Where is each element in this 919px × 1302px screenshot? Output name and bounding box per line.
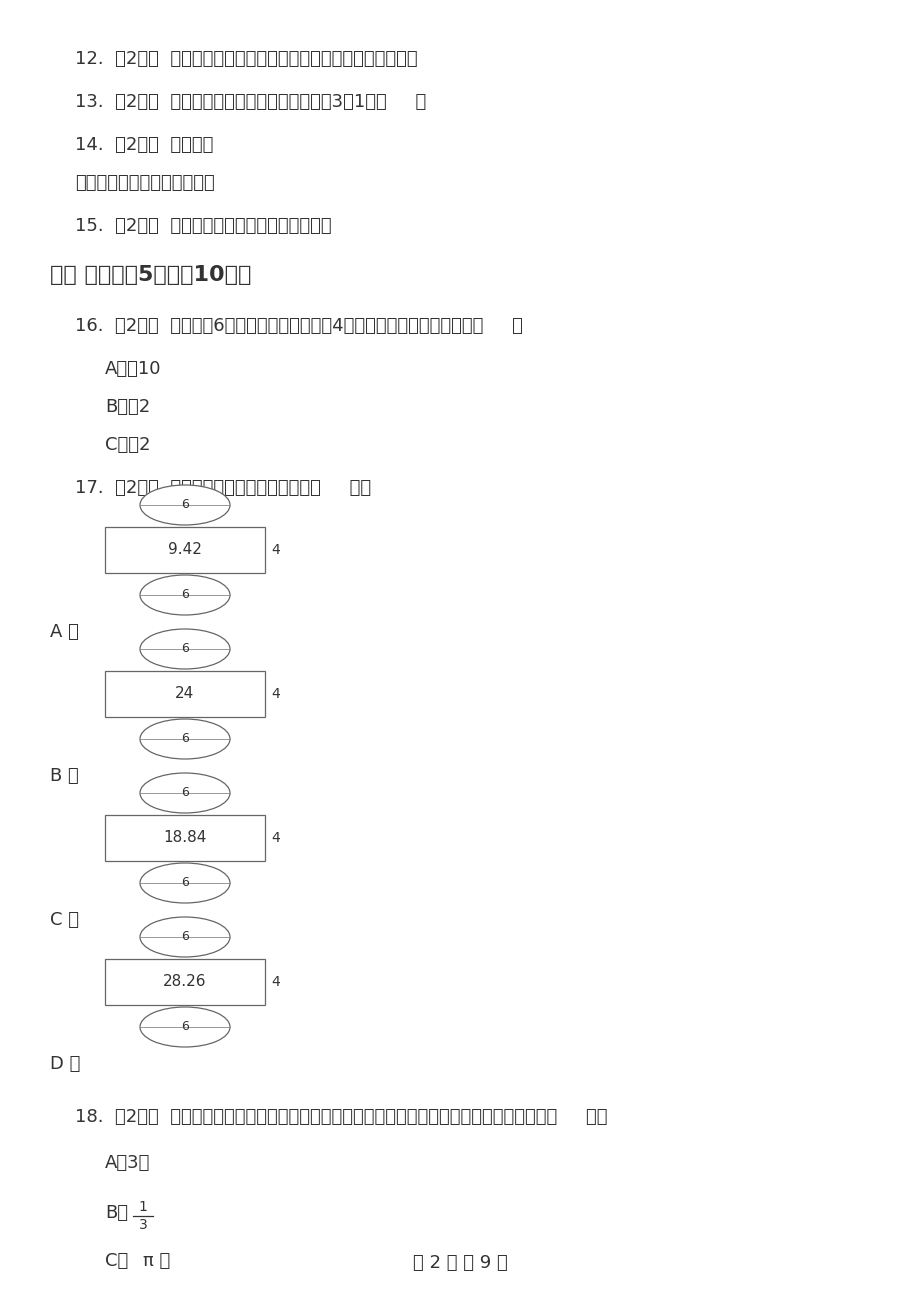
Ellipse shape [140, 1006, 230, 1047]
Text: 3: 3 [139, 1217, 147, 1232]
Text: D ．: D ． [50, 1055, 80, 1073]
Ellipse shape [140, 917, 230, 957]
Text: 6: 6 [181, 786, 188, 799]
Text: A．－10: A．－10 [105, 359, 162, 378]
Text: B ．: B ． [50, 767, 79, 785]
Text: B．: B． [105, 1204, 128, 1223]
Text: C．＋2: C．＋2 [105, 436, 151, 454]
Text: 第 2 页 共 9 页: 第 2 页 共 9 页 [413, 1254, 506, 1272]
Text: 6: 6 [181, 876, 188, 889]
Text: A ．: A ． [50, 622, 79, 641]
Text: 4: 4 [271, 831, 279, 845]
Text: C．: C． [105, 1253, 128, 1269]
Text: 17.  （2分）  下面各图是圆柱的展开图的是（     ）。: 17. （2分） 下面各图是圆柱的展开图的是（ ）。 [75, 479, 370, 497]
Text: C ．: C ． [50, 911, 79, 930]
Text: 4: 4 [271, 687, 279, 700]
Text: 6: 6 [181, 642, 188, 655]
Text: 一个数与它的倒数成反比例。: 一个数与它的倒数成反比例。 [75, 174, 214, 191]
Text: A．3倍: A．3倍 [105, 1154, 150, 1172]
Ellipse shape [140, 773, 230, 812]
Text: 24: 24 [176, 686, 195, 702]
Ellipse shape [140, 575, 230, 615]
FancyBboxPatch shape [105, 671, 265, 717]
Text: 28.26: 28.26 [163, 974, 207, 990]
FancyBboxPatch shape [105, 815, 265, 861]
Text: 6: 6 [181, 499, 188, 512]
Ellipse shape [140, 863, 230, 904]
Text: 16.  （2分）  数轴上－6的点在数轴上向右平移4个单位，则该点表示的数是（     ）: 16. （2分） 数轴上－6的点在数轴上向右平移4个单位，则该点表示的数是（ ） [75, 316, 522, 335]
Text: 9.42: 9.42 [168, 543, 201, 557]
Text: 4: 4 [271, 975, 279, 990]
FancyBboxPatch shape [105, 960, 265, 1005]
Text: 6: 6 [181, 589, 188, 602]
Text: 6: 6 [181, 931, 188, 944]
Text: 6: 6 [181, 1021, 188, 1034]
Ellipse shape [140, 486, 230, 525]
Text: 6: 6 [181, 733, 188, 746]
Text: 14.  （2分）  判断对错: 14. （2分） 判断对错 [75, 135, 213, 154]
Text: B．－2: B．－2 [105, 398, 150, 417]
Ellipse shape [140, 719, 230, 759]
Text: π 倍: π 倍 [142, 1253, 170, 1269]
Text: 13.  （2分）  等底等高的圆柱与圆锥的体积比是3：1。（     ）: 13. （2分） 等底等高的圆柱与圆锥的体积比是3：1。（ ） [75, 92, 425, 111]
Text: 4: 4 [271, 543, 279, 557]
Text: 18.  （2分）  一个圆锥和一个圆柱的高相等，若要使体积一样，圆锥底面积应是圆柱底面积的（     ）。: 18. （2分） 一个圆锥和一个圆柱的高相等，若要使体积一样，圆锥底面积应是圆柱… [75, 1108, 607, 1126]
FancyBboxPatch shape [105, 527, 265, 573]
Text: 15.  （2分）  圆柱占据空间比围成它的面要小。: 15. （2分） 圆柱占据空间比围成它的面要小。 [75, 217, 331, 234]
Text: 18.84: 18.84 [164, 831, 207, 845]
Text: 12.  （2分）  梯形的面积一定时，上底和下底的和与高成反比例。: 12. （2分） 梯形的面积一定时，上底和下底的和与高成反比例。 [75, 49, 417, 68]
Text: 三、 选择（共5题；共10分）: 三、 选择（共5题；共10分） [50, 266, 251, 285]
Ellipse shape [140, 629, 230, 669]
Text: 1: 1 [139, 1200, 147, 1213]
